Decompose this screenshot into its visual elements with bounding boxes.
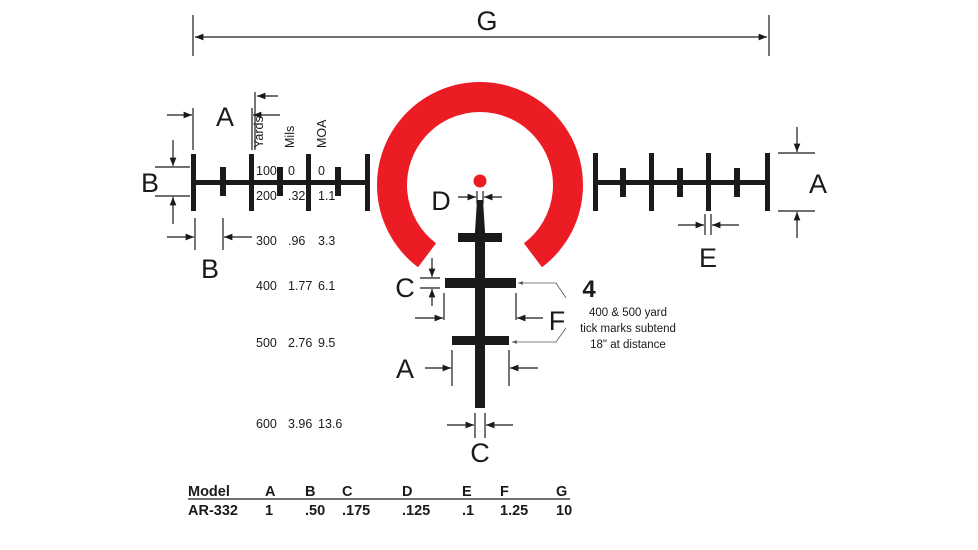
spec-header: D bbox=[402, 484, 412, 500]
bdc-cell: 1.1 bbox=[318, 189, 335, 203]
svg-text:18" at distance: 18" at distance bbox=[590, 339, 666, 351]
dimension-f: F bbox=[415, 293, 565, 336]
svg-text:tick marks subtend: tick marks subtend bbox=[580, 323, 676, 335]
bdc-cell: 9.5 bbox=[318, 336, 335, 350]
right-stadia bbox=[593, 153, 770, 211]
left-stadia bbox=[191, 154, 370, 211]
spec-header: F bbox=[500, 484, 509, 500]
dimension-a-right: A bbox=[778, 127, 827, 238]
bdc-cell: 3.96 bbox=[288, 417, 312, 431]
spec-header: C bbox=[342, 484, 353, 500]
spec-cell: .175 bbox=[342, 503, 370, 519]
bdc-post bbox=[445, 200, 516, 408]
bdc-cell: 0 bbox=[288, 164, 295, 178]
dimension-a-left: A bbox=[167, 102, 280, 150]
spec-cell: 10 bbox=[556, 503, 572, 519]
red-dot bbox=[473, 174, 487, 188]
svg-text:400 & 500 yard: 400 & 500 yard bbox=[589, 307, 667, 319]
label-g: G bbox=[476, 6, 497, 36]
dimension-c-post: C bbox=[447, 413, 513, 468]
spec-table: Model A B C D E F G AR-332 1 .50 .175 .125 .1 1.25 10 bbox=[188, 484, 572, 519]
spec-cell: 1 bbox=[265, 503, 273, 519]
svg-text:A: A bbox=[396, 354, 414, 384]
bdc-cell: 100 bbox=[256, 164, 277, 178]
spec-header: G bbox=[556, 484, 567, 500]
spec-cell: .1 bbox=[462, 503, 474, 519]
svg-text:B: B bbox=[201, 254, 219, 284]
bdc-cell: 300 bbox=[256, 234, 277, 248]
svg-text:Yards: Yards bbox=[252, 116, 266, 148]
dimension-c-bar: C bbox=[395, 258, 440, 306]
svg-text:Mils: Mils bbox=[283, 126, 297, 148]
bdc-cell: 600 bbox=[256, 417, 277, 431]
bdc-cell: 500 bbox=[256, 336, 277, 350]
spec-header: B bbox=[305, 484, 315, 500]
svg-text:C: C bbox=[470, 438, 490, 468]
svg-text:C: C bbox=[395, 273, 415, 303]
bdc-cell: 3.3 bbox=[318, 234, 335, 248]
red-ring bbox=[377, 82, 583, 268]
bdc-table: Yards Mils MOA 100 0 0 200 .32 1.1 300 .96 3.3 40… bbox=[252, 92, 342, 431]
dimension-b-horizontal: B bbox=[167, 218, 252, 284]
svg-text:E: E bbox=[699, 243, 717, 273]
bdc-cell: .32 bbox=[288, 189, 305, 203]
spec-header: A bbox=[265, 484, 276, 500]
bdc-cell: 2.76 bbox=[288, 336, 312, 350]
spec-cell: .50 bbox=[305, 503, 325, 519]
svg-text:F: F bbox=[549, 306, 566, 336]
spec-header: E bbox=[462, 484, 472, 500]
bdc-cell: 400 bbox=[256, 279, 277, 293]
dimension-g: G bbox=[192, 6, 770, 56]
svg-text:MOA: MOA bbox=[315, 119, 329, 148]
callout-number: 4 bbox=[582, 276, 596, 303]
bdc-cell: 6.1 bbox=[318, 279, 335, 293]
svg-text:B: B bbox=[141, 168, 159, 198]
svg-text:A: A bbox=[809, 169, 827, 199]
callout-note: 4 400 & 500 yard tick marks subtend 18" … bbox=[511, 276, 676, 351]
spec-cell: 1.25 bbox=[500, 503, 528, 519]
spec-header: Model bbox=[188, 484, 230, 500]
bdc-cell: 13.6 bbox=[318, 417, 342, 431]
bdc-cell: 1.77 bbox=[288, 279, 312, 293]
bdc-cell: 0 bbox=[318, 164, 325, 178]
spec-cell: .125 bbox=[402, 503, 430, 519]
dimension-e: E bbox=[678, 214, 739, 273]
dimension-d: D bbox=[431, 186, 502, 216]
bdc-cell: 200 bbox=[256, 189, 277, 203]
svg-text:D: D bbox=[431, 186, 451, 216]
svg-text:A: A bbox=[216, 102, 234, 132]
dimension-b-vertical: B bbox=[141, 140, 190, 224]
dimension-a-lower: A bbox=[396, 350, 538, 386]
bdc-cell: .96 bbox=[288, 234, 305, 248]
spec-cell: AR-332 bbox=[188, 503, 238, 519]
